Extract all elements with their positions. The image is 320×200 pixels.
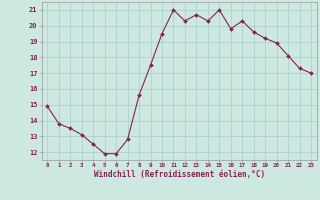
X-axis label: Windchill (Refroidissement éolien,°C): Windchill (Refroidissement éolien,°C) [94,170,265,179]
